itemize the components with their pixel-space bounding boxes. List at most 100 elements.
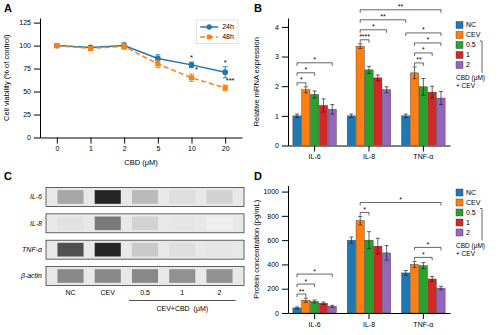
- error-bar: [430, 277, 434, 282]
- error-bar: [330, 305, 334, 307]
- data-layer: [293, 216, 445, 313]
- panel-title: A: [4, 2, 12, 14]
- bar: [402, 116, 410, 146]
- y-tick: 2: [275, 83, 288, 90]
- error-bar: [421, 78, 425, 95]
- y-tick: 1: [275, 113, 288, 120]
- legend-marker: [207, 24, 212, 29]
- x-tick-mark: [192, 138, 193, 144]
- y-tick-mark: [282, 216, 288, 217]
- significance-label: *: [422, 251, 425, 258]
- error-bar: [367, 66, 371, 73]
- legend-swatch: [456, 219, 463, 226]
- plot-area: 01234Relative mRNA expressionIL-6IL-8TNF…: [252, 3, 451, 160]
- significance-label: *: [422, 46, 425, 53]
- x-tick-mark: [91, 138, 92, 144]
- x-tick-label: IL-6: [309, 153, 321, 160]
- legend-label: CEV: [466, 31, 481, 38]
- error-bar: [313, 91, 317, 98]
- y-tick: 50: [23, 88, 40, 95]
- bar: [365, 240, 373, 313]
- y-tick: 0: [275, 310, 288, 317]
- significance-label: *: [313, 268, 316, 275]
- lane-label: CEV: [101, 289, 116, 296]
- bar: [419, 87, 427, 146]
- significance-label: *: [195, 65, 198, 74]
- legend: NCCEV0.512CBD (μM)+ CEV: [456, 21, 485, 89]
- lane-label: 2: [218, 289, 222, 296]
- error-bar: [54, 44, 59, 48]
- significance-label: *: [304, 66, 307, 73]
- bar: [428, 279, 436, 313]
- x-axis: 01251020: [41, 138, 243, 153]
- y-tick: 125: [19, 19, 40, 26]
- significance-label: **: [380, 13, 386, 20]
- legend-note-line: CBD (μM): [456, 74, 485, 82]
- y-tick: 200: [267, 285, 288, 292]
- error-bar: [223, 85, 228, 91]
- y-tick-label: 400: [267, 261, 279, 268]
- bar: [293, 308, 301, 313]
- error-bar: [421, 263, 425, 269]
- marker: [88, 45, 94, 51]
- y-tick-mark: [34, 69, 40, 70]
- significance-label: **: [416, 56, 422, 63]
- data-layer: [54, 43, 228, 91]
- y-tick-mark: [34, 23, 40, 24]
- bar: [302, 90, 310, 146]
- x-tick-label: TNF-α: [413, 153, 433, 160]
- blot-band: [169, 216, 195, 230]
- y-tick-mark: [282, 192, 288, 193]
- legend-box: [196, 20, 238, 43]
- legend-label: 1: [466, 51, 470, 58]
- error-bar: [385, 246, 389, 261]
- error-bar: [321, 99, 325, 112]
- y-axis: 01234: [275, 19, 288, 150]
- lane-label: 1: [180, 289, 184, 296]
- x-axis: IL-6IL-8TNF-α: [289, 313, 451, 328]
- blot-band: [206, 190, 232, 204]
- x-tick-label: 2: [123, 145, 127, 152]
- error-bar: [304, 298, 308, 302]
- significance-label: *: [300, 76, 303, 83]
- figure: A0255075100125Cell viability (% of contr…: [0, 0, 500, 335]
- x-axis-title: CBD (μM): [124, 158, 158, 167]
- blot-band: [57, 216, 83, 230]
- y-tick-mark: [34, 138, 40, 139]
- significance-label: ****: [359, 33, 370, 40]
- y-tick-label: 200: [267, 285, 279, 292]
- blot-strip: [46, 267, 244, 286]
- error-bar: [88, 46, 93, 50]
- x-tick-label: IL-8: [363, 153, 375, 160]
- y-axis-title: Relative mRNA expression: [252, 37, 261, 126]
- error-bar: [321, 302, 325, 304]
- x-tick-label: 20: [222, 145, 230, 152]
- panel-title: B: [254, 2, 262, 14]
- error-bar: [122, 43, 127, 49]
- blot-band: [132, 243, 158, 257]
- bar: [419, 266, 427, 313]
- blot-band: [132, 190, 158, 204]
- row-label: TNF-α: [22, 246, 43, 253]
- x-tick-mark: [158, 138, 159, 144]
- error-bar: [304, 87, 308, 93]
- error-bar: [54, 44, 59, 48]
- x-tick-mark: [369, 313, 370, 319]
- significance-label: *: [313, 56, 316, 63]
- y-tick-label: 100: [19, 42, 31, 49]
- bar: [382, 90, 390, 146]
- blot-strip: [46, 214, 244, 233]
- x-tick-mark: [314, 146, 315, 152]
- marker: [222, 69, 228, 75]
- lane-label: NC: [65, 289, 75, 296]
- legend-marker: [207, 35, 212, 40]
- blot-band: [169, 269, 195, 283]
- bar: [310, 95, 318, 146]
- legend-label: 2: [466, 61, 470, 68]
- series-line: [57, 46, 225, 88]
- x-tick: 2: [123, 138, 127, 153]
- series-line: [57, 46, 225, 73]
- legend-swatch: [456, 199, 463, 206]
- significance-label: *: [422, 26, 425, 33]
- y-tick: 400: [267, 261, 288, 268]
